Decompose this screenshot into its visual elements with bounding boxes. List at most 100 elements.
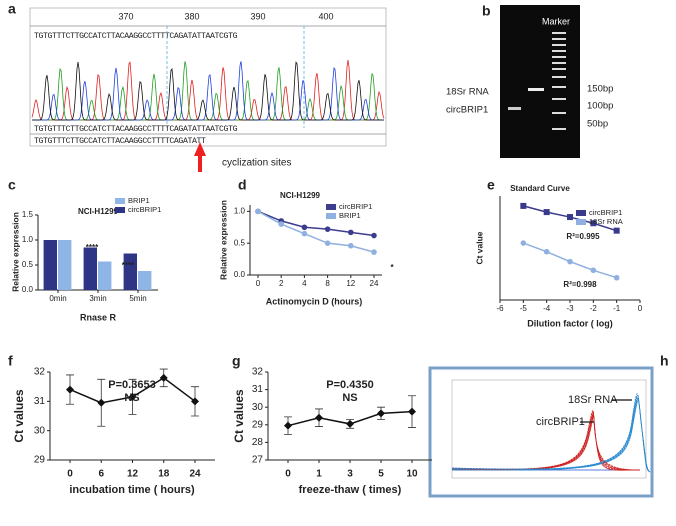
x-tick-label: 18: [158, 469, 170, 480]
annotation: P=0.3653: [108, 379, 155, 391]
x-tick-label: 0: [67, 469, 73, 480]
legend-label: BRIP1: [128, 196, 150, 205]
ladder-band: [552, 44, 566, 46]
legend-swatch: [326, 213, 336, 219]
point: [255, 208, 261, 215]
chart-title: NCI-H1299: [280, 191, 321, 200]
point: [371, 232, 377, 239]
panel-label: h: [660, 353, 669, 369]
legend-swatch: [115, 198, 125, 204]
x-tick-label: 6: [98, 469, 104, 480]
ladder-band: [552, 86, 566, 88]
melt-plot: [451, 379, 647, 479]
point: [348, 242, 354, 249]
annotation: ****: [122, 261, 135, 270]
ruler-label: 370: [118, 11, 133, 21]
point: [567, 214, 573, 221]
annotation: *: [390, 263, 394, 272]
gel-label: Marker: [542, 16, 570, 26]
annotation: NS: [124, 392, 139, 404]
y-tick-label: 0.0: [234, 270, 246, 279]
y-tick-label: 30: [34, 425, 46, 436]
point: [301, 230, 308, 237]
point: [348, 229, 354, 236]
ladder-band: [552, 32, 566, 34]
point: [97, 398, 106, 407]
trace: [32, 61, 384, 121]
sequence: TGTGTTTCTTGCCATCTTACAAGGCCTTTTCAGATATTAA…: [34, 32, 238, 41]
point: [66, 385, 74, 394]
ladder-band: [552, 76, 566, 78]
curve-label: circBRIP1: [536, 416, 585, 428]
curve-label: 18Sr RNA: [568, 394, 618, 406]
panel-label: c: [8, 177, 16, 193]
x-tick-label: 3: [347, 469, 353, 480]
y-tick-label: 28: [252, 437, 264, 448]
ladder-band: [552, 38, 566, 40]
point: [520, 202, 527, 209]
annotation: ****: [86, 243, 99, 252]
legend-swatch: [326, 204, 336, 210]
legend-label: 18Sr RNA: [589, 217, 623, 226]
x-tick-label: 1: [316, 469, 322, 480]
chart-title: Standard Curve: [510, 184, 570, 193]
x-axis-label: Actinomycin D (hours): [266, 296, 363, 306]
ladder-band: [552, 56, 566, 58]
annotation: cyclization sites: [222, 158, 291, 169]
ladder-band: [552, 128, 566, 130]
x-tick-label: -2: [590, 304, 598, 313]
point: [191, 397, 199, 406]
x-tick-label: -6: [496, 304, 504, 313]
size-label: 100bp: [587, 101, 613, 112]
trace: [32, 61, 384, 121]
annotation: P=0.4350: [326, 379, 373, 391]
point: [371, 249, 377, 255]
x-axis-label: freeze-thaw ( times): [299, 484, 402, 496]
series-line: [257, 210, 375, 237]
point: [520, 240, 527, 246]
point: [590, 220, 597, 227]
x-tick-label: 8: [325, 279, 330, 288]
point: [543, 209, 550, 216]
y-tick-label: 31: [34, 396, 46, 407]
point: [543, 248, 550, 255]
melt-frame: [428, 366, 654, 498]
y-tick-label: 32: [34, 367, 46, 378]
y-tick-label: 0.5: [22, 260, 34, 269]
y-axis-label: Ct values: [232, 389, 246, 443]
panel-label: g: [232, 353, 241, 369]
x-tick-label: 12: [346, 279, 355, 288]
point: [301, 224, 308, 231]
bar: [138, 271, 152, 290]
x-tick-label: 5min: [129, 294, 146, 303]
band: [528, 88, 544, 91]
annotation: R²=0.998: [563, 280, 597, 289]
point: [324, 226, 331, 232]
arrow: [194, 142, 206, 172]
x-tick-label: 4: [302, 279, 307, 288]
x-tick-label: 10: [406, 469, 418, 480]
x-tick-label: 0: [256, 279, 261, 288]
y-tick-label: 0.0: [22, 285, 34, 294]
point: [315, 413, 323, 422]
x-tick-label: 0min: [49, 294, 66, 303]
lane-label: 18Sr RNA: [446, 87, 489, 98]
lane-label: circBRIP1: [446, 105, 488, 116]
melt-curve: [451, 393, 651, 473]
x-tick-label: -5: [520, 304, 528, 313]
x-tick-label: 3min: [89, 294, 106, 303]
bar: [83, 247, 97, 290]
y-tick-label: 27: [252, 455, 264, 466]
panel-label: a: [8, 1, 16, 17]
x-tick-label: 24: [189, 469, 201, 480]
y-tick-label: 31: [252, 384, 264, 395]
series-line: [257, 210, 375, 253]
x-tick-label: 0: [638, 304, 643, 313]
x-tick-label: 2: [279, 279, 284, 288]
x-tick-label: 12: [127, 469, 139, 480]
x-axis-label: Rnase R: [80, 312, 117, 322]
legend-label: BRIP1: [339, 211, 361, 220]
y-tick-label: 30: [252, 402, 264, 413]
y-tick-label: 0.5: [234, 238, 246, 247]
y-axis-label: Relative expression: [218, 200, 228, 280]
